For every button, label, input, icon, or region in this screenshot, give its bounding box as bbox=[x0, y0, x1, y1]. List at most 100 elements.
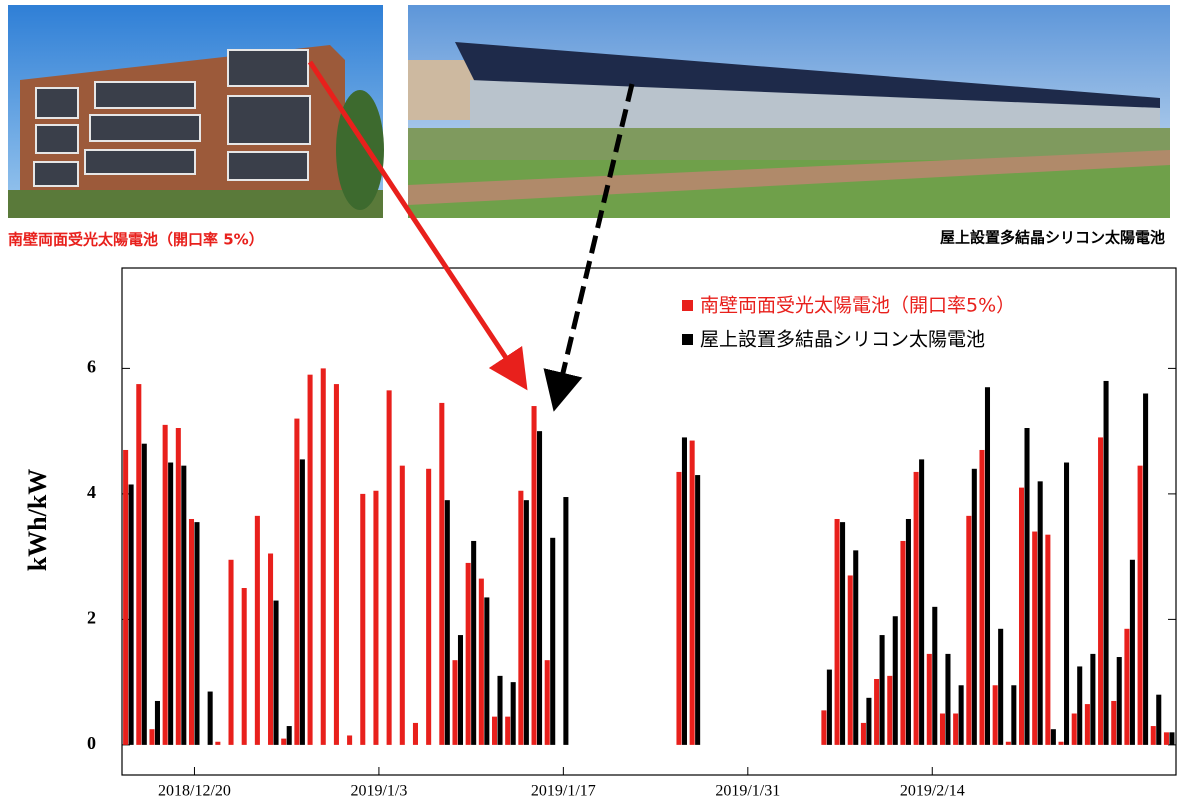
bar bbox=[821, 710, 827, 745]
right-photo bbox=[408, 5, 1170, 218]
legend-swatch bbox=[682, 334, 693, 345]
bar bbox=[874, 678, 880, 745]
bar bbox=[531, 406, 537, 745]
photo-caption: 屋上設置多結晶シリコン太陽電池 bbox=[940, 229, 1165, 247]
bar bbox=[695, 475, 701, 745]
bar bbox=[939, 713, 945, 745]
bar bbox=[1024, 428, 1030, 745]
bar bbox=[919, 459, 925, 745]
bar bbox=[128, 484, 134, 745]
bar bbox=[207, 691, 213, 745]
bar bbox=[932, 606, 938, 745]
bar bbox=[347, 735, 353, 745]
bar bbox=[826, 669, 832, 745]
bar bbox=[992, 685, 998, 745]
bar bbox=[1077, 666, 1083, 745]
bar bbox=[840, 522, 846, 745]
bar bbox=[426, 468, 432, 745]
bar bbox=[892, 616, 898, 745]
bar bbox=[853, 550, 859, 745]
bar bbox=[971, 468, 977, 745]
bar bbox=[373, 490, 379, 745]
bar bbox=[491, 716, 498, 745]
bar bbox=[834, 518, 840, 745]
x-tick-label: 2019/1/31 bbox=[715, 783, 780, 800]
photo-caption: 南壁両面受光太陽電池（開口率 5%） bbox=[8, 231, 264, 249]
x-tick-label: 2018/12/20 bbox=[158, 783, 231, 800]
y-tick-label: 6 bbox=[87, 357, 96, 377]
bar bbox=[1143, 393, 1149, 745]
bar bbox=[286, 726, 292, 745]
legend-label: 屋上設置多結晶シリコン太陽電池 bbox=[700, 329, 985, 351]
bar bbox=[1116, 657, 1122, 745]
bar bbox=[484, 597, 490, 745]
bar bbox=[360, 493, 366, 745]
bar bbox=[1005, 741, 1011, 745]
bar bbox=[1064, 462, 1070, 745]
bar bbox=[333, 384, 339, 745]
bar bbox=[945, 653, 951, 745]
bar bbox=[478, 578, 484, 745]
bar bbox=[215, 741, 221, 745]
bar bbox=[452, 660, 458, 745]
bar bbox=[544, 660, 550, 745]
bar bbox=[1018, 487, 1025, 745]
bar bbox=[1124, 628, 1130, 745]
bar bbox=[505, 716, 511, 745]
bar bbox=[175, 428, 181, 745]
bar bbox=[537, 431, 543, 745]
bar bbox=[998, 628, 1004, 745]
chart: 0 2 4 6 2018/12/20 2019/1/3 2019/1/17 2019/1/31… bbox=[87, 295, 1176, 800]
bar bbox=[1156, 694, 1162, 745]
bar bbox=[228, 559, 234, 745]
bar bbox=[399, 465, 405, 745]
bar bbox=[1111, 700, 1117, 745]
bar bbox=[168, 462, 174, 745]
bar bbox=[1045, 534, 1051, 745]
bar bbox=[550, 537, 556, 745]
bar bbox=[1037, 481, 1043, 745]
bar bbox=[194, 522, 200, 745]
arrow bbox=[307, 60, 528, 391]
bar bbox=[1103, 380, 1109, 745]
bar bbox=[181, 465, 187, 745]
bar bbox=[860, 722, 866, 745]
bar bbox=[1169, 732, 1175, 745]
bar bbox=[1071, 713, 1077, 745]
bar bbox=[905, 518, 911, 745]
arrow bbox=[543, 83, 635, 412]
bar bbox=[273, 600, 279, 745]
bar bbox=[294, 418, 300, 745]
bar bbox=[444, 500, 450, 745]
bar bbox=[1129, 559, 1135, 745]
bar bbox=[1137, 465, 1143, 745]
plot-frame bbox=[121, 267, 1177, 776]
bar bbox=[900, 540, 906, 745]
bar bbox=[958, 685, 964, 745]
y-axis-label: kWh/kW bbox=[23, 469, 52, 572]
bar bbox=[913, 471, 919, 745]
y-tick-label: 0 bbox=[87, 733, 96, 753]
bar bbox=[320, 368, 326, 745]
bar bbox=[1098, 437, 1104, 745]
bar bbox=[984, 387, 991, 745]
bar bbox=[439, 402, 445, 745]
bar bbox=[1163, 732, 1169, 745]
left-photo bbox=[8, 5, 384, 218]
legend-label: 南壁両面受光太陽電池（開口率5%） bbox=[700, 295, 1015, 317]
bar bbox=[188, 518, 195, 745]
bar bbox=[281, 738, 287, 745]
bar bbox=[471, 540, 477, 745]
bar bbox=[136, 384, 142, 745]
bar bbox=[676, 471, 682, 745]
bar bbox=[979, 449, 985, 745]
bar bbox=[412, 722, 418, 745]
bar bbox=[386, 390, 392, 745]
x-tick-label: 2019/1/17 bbox=[531, 783, 596, 800]
bar bbox=[510, 682, 516, 745]
bar bbox=[879, 635, 885, 745]
bar bbox=[254, 515, 260, 745]
bar bbox=[299, 459, 305, 745]
bar bbox=[866, 697, 872, 745]
bar bbox=[141, 443, 147, 745]
